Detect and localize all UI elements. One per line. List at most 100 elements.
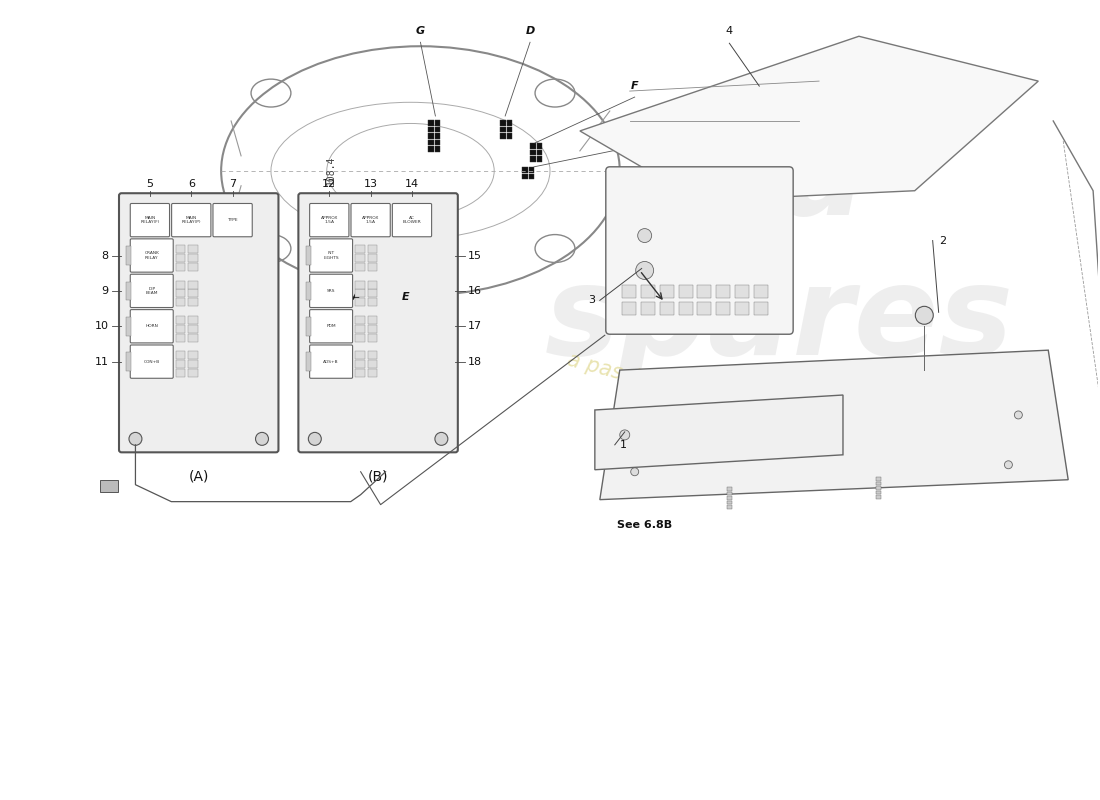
Bar bbox=[727, 496, 732, 500]
Bar bbox=[355, 316, 365, 324]
Bar bbox=[716, 286, 730, 298]
Text: 11: 11 bbox=[95, 357, 109, 366]
Bar bbox=[434, 121, 440, 126]
Text: 9: 9 bbox=[101, 286, 109, 296]
Bar bbox=[679, 302, 693, 315]
Bar bbox=[537, 150, 542, 155]
Text: CRANK
RELAY: CRANK RELAY bbox=[144, 251, 159, 260]
Bar bbox=[367, 334, 377, 342]
Text: SRS: SRS bbox=[327, 289, 336, 293]
Bar bbox=[727, 505, 732, 509]
Bar bbox=[428, 146, 433, 152]
Bar bbox=[176, 290, 186, 298]
Bar bbox=[755, 302, 768, 315]
Bar bbox=[522, 167, 528, 173]
Bar bbox=[355, 245, 365, 254]
FancyBboxPatch shape bbox=[298, 194, 458, 452]
Text: (B): (B) bbox=[367, 470, 388, 484]
Bar bbox=[188, 298, 198, 306]
Bar bbox=[433, 220, 439, 226]
Text: 5: 5 bbox=[146, 178, 153, 189]
Bar bbox=[355, 369, 365, 377]
Text: DIP
BEAM: DIP BEAM bbox=[145, 286, 158, 295]
Text: 4: 4 bbox=[726, 26, 733, 36]
Text: HORN: HORN bbox=[145, 324, 158, 328]
Bar bbox=[355, 281, 365, 289]
Bar bbox=[176, 316, 186, 324]
Bar bbox=[405, 215, 410, 221]
Bar bbox=[355, 360, 365, 368]
Bar bbox=[355, 351, 365, 359]
Bar bbox=[176, 334, 186, 342]
Bar bbox=[755, 286, 768, 298]
Bar bbox=[877, 495, 881, 498]
Text: 2: 2 bbox=[938, 235, 946, 246]
Text: AC
BLOWER: AC BLOWER bbox=[403, 216, 421, 225]
Bar bbox=[398, 215, 404, 221]
Bar bbox=[660, 302, 673, 315]
Bar bbox=[367, 369, 377, 377]
Text: 12: 12 bbox=[322, 178, 337, 189]
Bar bbox=[306, 282, 311, 300]
Bar bbox=[188, 351, 198, 359]
Bar bbox=[398, 222, 404, 227]
FancyBboxPatch shape bbox=[130, 274, 173, 307]
Text: G: G bbox=[416, 26, 425, 36]
Bar bbox=[355, 254, 365, 262]
Bar bbox=[176, 281, 186, 289]
Bar bbox=[640, 302, 654, 315]
Bar bbox=[716, 302, 730, 315]
Text: B: B bbox=[321, 292, 330, 302]
Circle shape bbox=[308, 432, 321, 446]
Bar bbox=[126, 352, 132, 371]
Circle shape bbox=[619, 430, 629, 440]
Bar bbox=[736, 286, 749, 298]
Bar bbox=[877, 482, 881, 486]
Text: F: F bbox=[631, 81, 638, 91]
Text: 8: 8 bbox=[101, 250, 109, 261]
FancyBboxPatch shape bbox=[309, 239, 353, 272]
Bar bbox=[367, 360, 377, 368]
Text: 10: 10 bbox=[95, 322, 109, 331]
Bar bbox=[428, 140, 433, 146]
Bar bbox=[188, 334, 198, 342]
Bar bbox=[434, 140, 440, 146]
Bar bbox=[507, 134, 513, 139]
FancyBboxPatch shape bbox=[130, 239, 173, 272]
Bar bbox=[355, 263, 365, 271]
Bar bbox=[188, 254, 198, 262]
Bar bbox=[500, 127, 506, 133]
Bar bbox=[507, 127, 513, 133]
Text: MAIN
RELAY(P): MAIN RELAY(P) bbox=[182, 216, 201, 225]
Text: PDM: PDM bbox=[327, 324, 336, 328]
Bar bbox=[500, 121, 506, 126]
Text: 3: 3 bbox=[587, 295, 595, 306]
Bar bbox=[434, 127, 440, 133]
Bar bbox=[529, 167, 535, 173]
Text: See 6.8B: See 6.8B bbox=[617, 519, 672, 530]
Bar bbox=[355, 334, 365, 342]
Bar bbox=[367, 298, 377, 306]
Text: C: C bbox=[670, 136, 678, 146]
Text: (A): (A) bbox=[188, 470, 209, 484]
FancyBboxPatch shape bbox=[130, 203, 169, 237]
FancyBboxPatch shape bbox=[309, 310, 353, 343]
Bar bbox=[188, 325, 198, 333]
Bar bbox=[188, 316, 198, 324]
Circle shape bbox=[129, 432, 142, 446]
Bar bbox=[355, 325, 365, 333]
Bar bbox=[188, 245, 198, 254]
Text: eu
spares: eu spares bbox=[544, 120, 1014, 381]
Bar bbox=[727, 501, 732, 504]
Bar bbox=[427, 226, 432, 232]
Bar bbox=[529, 174, 535, 179]
Circle shape bbox=[630, 468, 639, 476]
Bar bbox=[176, 360, 186, 368]
Bar bbox=[640, 286, 654, 298]
Text: D: D bbox=[526, 26, 535, 36]
Bar bbox=[176, 325, 186, 333]
Bar bbox=[697, 286, 712, 298]
Circle shape bbox=[1014, 411, 1022, 419]
Bar bbox=[367, 263, 377, 271]
Bar bbox=[530, 143, 536, 149]
